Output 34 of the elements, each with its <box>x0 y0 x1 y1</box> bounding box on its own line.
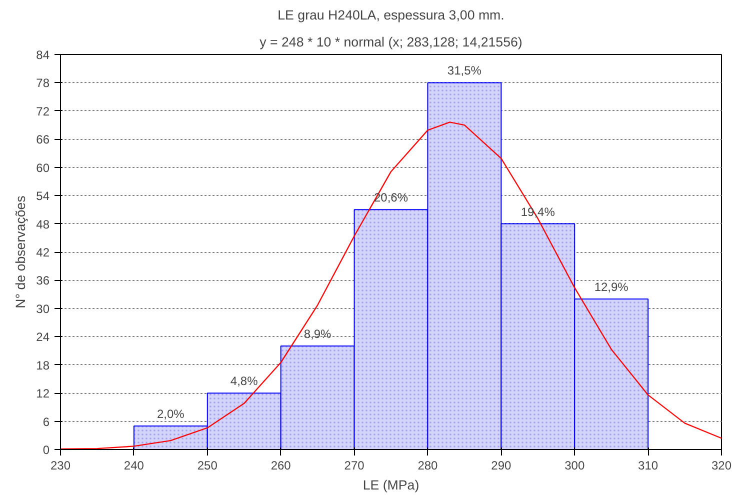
y-tick-label: 18 <box>36 358 50 372</box>
y-tick-label: 66 <box>36 132 50 147</box>
y-tick-label: 84 <box>36 48 50 62</box>
x-tick-label: 230 <box>50 458 71 472</box>
x-tick-label: 320 <box>711 458 732 472</box>
x-axis-title: LE (MPa) <box>362 478 420 492</box>
x-tick-label: 270 <box>344 458 365 472</box>
y-tick-label: 36 <box>36 274 50 288</box>
y-tick-label: 78 <box>36 76 50 90</box>
chart-subtitle: y = 248 * 10 * normal (x; 283,128; 14,21556) <box>260 34 522 50</box>
y-tick-label: 0 <box>42 443 50 457</box>
x-tick-label: 290 <box>491 458 512 472</box>
x-tick-label: 310 <box>638 458 658 472</box>
y-tick-label: 72 <box>36 104 50 118</box>
annotation: 2,0% <box>156 406 185 421</box>
chart-title: LE grau H240LA, espessura 3,00 mm. <box>278 8 504 22</box>
annotation: 8,9% <box>304 327 332 342</box>
annotation: 31,5% <box>447 64 482 78</box>
y-tick-label: 54 <box>36 189 50 204</box>
annotation: 4,8% <box>230 374 258 388</box>
y-axis-title: N° de observações <box>13 195 28 308</box>
annotation: 12,9% <box>594 280 629 294</box>
x-tick-label: 240 <box>124 458 144 472</box>
y-tick-label: 24 <box>36 330 50 344</box>
y-tick-label: 48 <box>36 217 50 232</box>
y-tick-label: 12 <box>36 386 50 401</box>
x-tick-label: 280 <box>418 458 438 472</box>
x-tick-label: 250 <box>197 458 218 472</box>
y-tick-label: 30 <box>36 302 50 316</box>
x-tick-label: 260 <box>270 458 292 472</box>
y-tick-label: 6 <box>42 414 50 429</box>
y-tick-label: 42 <box>36 246 50 260</box>
y-tick-label: 60 <box>36 160 50 175</box>
x-tick-label: 300 <box>564 458 585 472</box>
